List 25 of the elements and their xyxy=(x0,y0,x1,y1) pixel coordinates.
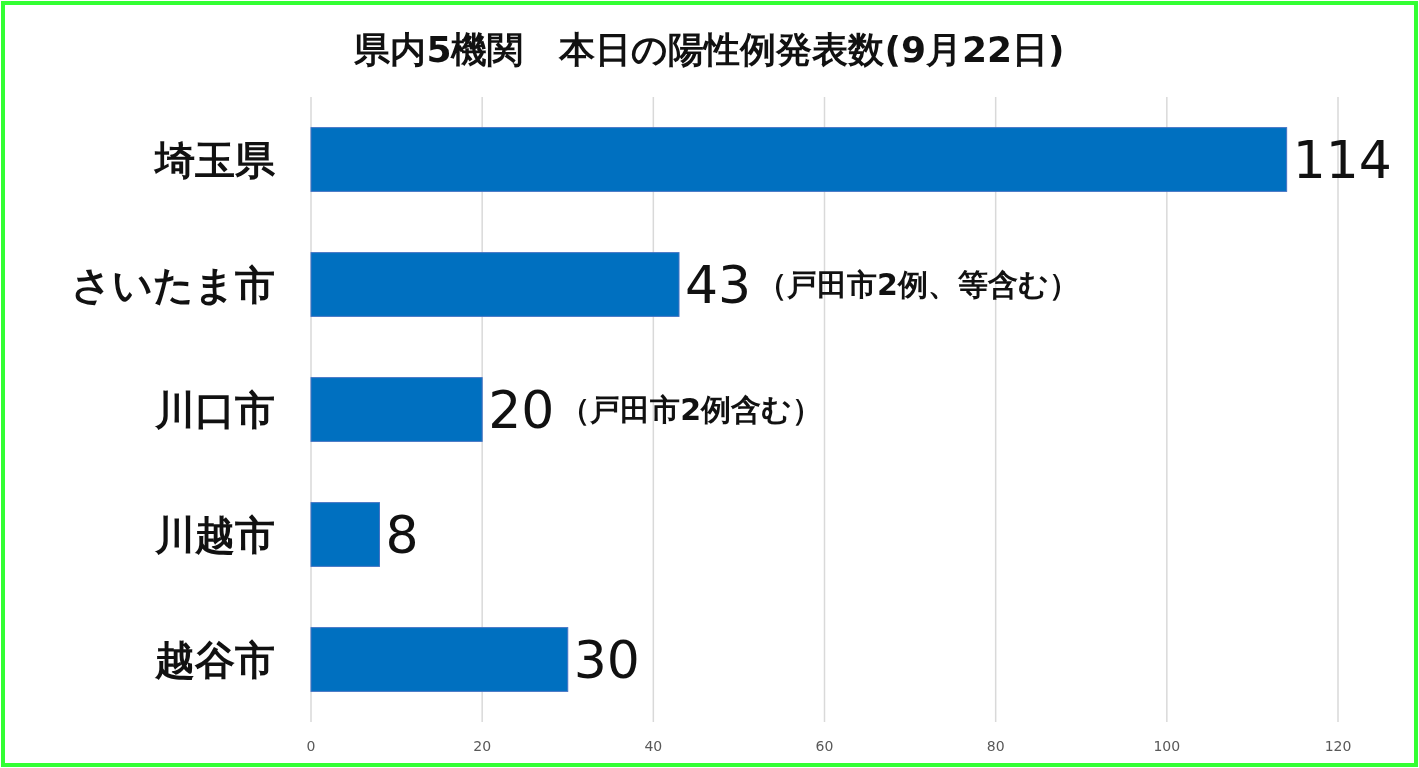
y-tick-label: さいたま市 xyxy=(71,261,275,308)
x-tick-label: 0 xyxy=(306,738,316,754)
data-label: 8 xyxy=(385,505,419,566)
x-tick-label: 60 xyxy=(815,738,834,754)
data-label: 43 xyxy=(685,255,752,316)
annotation: （戸田市2例、等含む） xyxy=(757,267,1079,303)
x-tick-label: 100 xyxy=(1153,738,1181,754)
data-label: 114 xyxy=(1292,130,1392,191)
y-tick-label: 川口市 xyxy=(154,386,275,433)
x-tick-label: 80 xyxy=(986,738,1005,754)
y-tick-label: 埼玉県 xyxy=(153,136,276,183)
x-tick-label: 120 xyxy=(1324,738,1352,754)
data-label: 30 xyxy=(573,630,640,691)
bar xyxy=(310,127,1288,192)
chart-title: 県内5機関 本日の陽性例発表数(9月22日) xyxy=(353,29,1065,70)
x-tick-label: 40 xyxy=(644,738,663,754)
y-tick-label: 越谷市 xyxy=(154,636,275,683)
bar xyxy=(310,377,483,442)
bar xyxy=(310,252,680,317)
bar xyxy=(310,627,569,692)
y-tick-label: 川越市 xyxy=(154,511,275,558)
data-label: 20 xyxy=(488,380,555,441)
bar xyxy=(310,502,380,567)
annotation: （戸田市2例含む） xyxy=(560,392,823,428)
x-tick-label: 20 xyxy=(473,738,492,754)
